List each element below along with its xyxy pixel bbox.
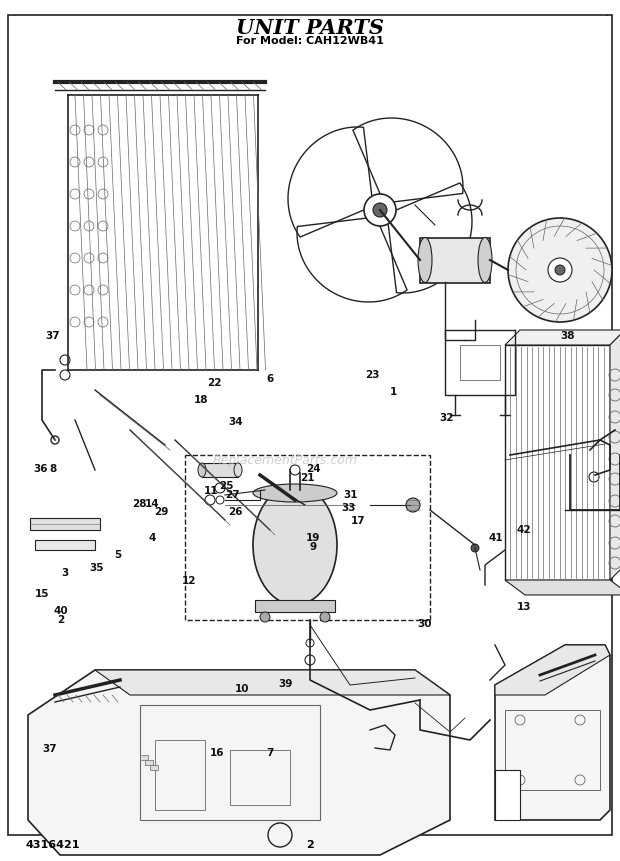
Text: 14: 14 bbox=[144, 499, 159, 509]
Text: 5: 5 bbox=[114, 550, 122, 561]
Bar bbox=[155, 740, 205, 810]
Text: 19: 19 bbox=[306, 533, 321, 543]
Text: 16: 16 bbox=[210, 748, 224, 759]
Text: 3: 3 bbox=[61, 567, 69, 578]
Text: 9: 9 bbox=[309, 542, 317, 552]
Polygon shape bbox=[495, 645, 610, 820]
Bar bbox=[185, 455, 430, 620]
Text: 10: 10 bbox=[234, 684, 249, 694]
Ellipse shape bbox=[478, 238, 492, 282]
Polygon shape bbox=[495, 770, 520, 820]
Circle shape bbox=[364, 194, 396, 226]
Text: UNIT PARTS: UNIT PARTS bbox=[236, 18, 384, 38]
Bar bbox=[505, 345, 610, 580]
Circle shape bbox=[555, 265, 565, 275]
Circle shape bbox=[548, 258, 572, 282]
Bar bbox=[140, 755, 148, 760]
Text: 28: 28 bbox=[132, 499, 147, 509]
Text: 23: 23 bbox=[365, 369, 379, 380]
Text: 12: 12 bbox=[182, 576, 197, 586]
Text: 35: 35 bbox=[89, 563, 104, 573]
Text: 2: 2 bbox=[57, 615, 64, 625]
Text: 4: 4 bbox=[148, 533, 156, 543]
Text: For Model: CAH12WB41: For Model: CAH12WB41 bbox=[236, 36, 384, 46]
Circle shape bbox=[471, 544, 479, 552]
Text: 13: 13 bbox=[516, 602, 531, 612]
Polygon shape bbox=[610, 330, 620, 580]
Bar bbox=[35, 540, 95, 550]
Bar bbox=[150, 765, 158, 770]
Text: 32: 32 bbox=[439, 412, 454, 423]
Text: 31: 31 bbox=[343, 490, 358, 500]
Text: 25: 25 bbox=[219, 481, 234, 492]
Circle shape bbox=[406, 498, 420, 512]
Text: 38: 38 bbox=[560, 331, 575, 341]
Text: 11: 11 bbox=[203, 486, 218, 496]
Text: 33: 33 bbox=[342, 503, 356, 513]
Text: 21: 21 bbox=[299, 473, 314, 483]
Ellipse shape bbox=[198, 463, 206, 477]
Text: 41: 41 bbox=[489, 533, 503, 543]
Bar bbox=[460, 345, 500, 380]
Polygon shape bbox=[28, 670, 450, 855]
Text: 6: 6 bbox=[266, 374, 273, 384]
Text: 26: 26 bbox=[228, 507, 243, 517]
Polygon shape bbox=[495, 645, 610, 695]
Text: 24: 24 bbox=[306, 464, 321, 474]
Text: 27: 27 bbox=[225, 490, 240, 500]
Text: 17: 17 bbox=[351, 516, 366, 526]
Text: 29: 29 bbox=[154, 507, 169, 517]
Ellipse shape bbox=[253, 484, 337, 502]
Text: 7: 7 bbox=[266, 748, 273, 759]
Bar bbox=[140, 705, 320, 820]
Text: 37: 37 bbox=[45, 331, 60, 341]
Bar bbox=[505, 710, 600, 790]
Text: 15: 15 bbox=[35, 589, 50, 599]
Text: ·: · bbox=[605, 12, 608, 21]
Text: 4316421: 4316421 bbox=[25, 840, 79, 850]
Text: 42: 42 bbox=[516, 524, 531, 535]
Text: 22: 22 bbox=[206, 378, 221, 388]
Bar bbox=[145, 760, 153, 765]
Circle shape bbox=[260, 612, 270, 622]
Text: ·: · bbox=[12, 12, 15, 21]
Text: 18: 18 bbox=[194, 395, 209, 406]
Ellipse shape bbox=[234, 463, 242, 477]
Bar bbox=[230, 750, 290, 805]
Text: 2: 2 bbox=[306, 840, 314, 850]
Ellipse shape bbox=[253, 485, 337, 605]
Polygon shape bbox=[95, 670, 450, 695]
Polygon shape bbox=[505, 330, 620, 345]
Text: 36: 36 bbox=[33, 464, 48, 474]
Ellipse shape bbox=[418, 238, 432, 282]
Text: ReplacementParts.com: ReplacementParts.com bbox=[213, 454, 358, 468]
Polygon shape bbox=[505, 580, 620, 595]
Circle shape bbox=[508, 218, 612, 322]
Bar bbox=[420, 238, 490, 283]
Bar bbox=[30, 518, 100, 530]
Bar bbox=[202, 463, 238, 477]
Text: 40: 40 bbox=[53, 606, 68, 616]
Text: 37: 37 bbox=[42, 744, 57, 754]
Bar bbox=[255, 600, 335, 612]
Text: 39: 39 bbox=[278, 679, 293, 690]
Circle shape bbox=[320, 612, 330, 622]
Text: 34: 34 bbox=[228, 417, 243, 427]
Text: 1: 1 bbox=[390, 387, 397, 397]
Circle shape bbox=[373, 203, 387, 217]
Text: 8: 8 bbox=[49, 464, 56, 474]
Text: 30: 30 bbox=[417, 619, 432, 629]
